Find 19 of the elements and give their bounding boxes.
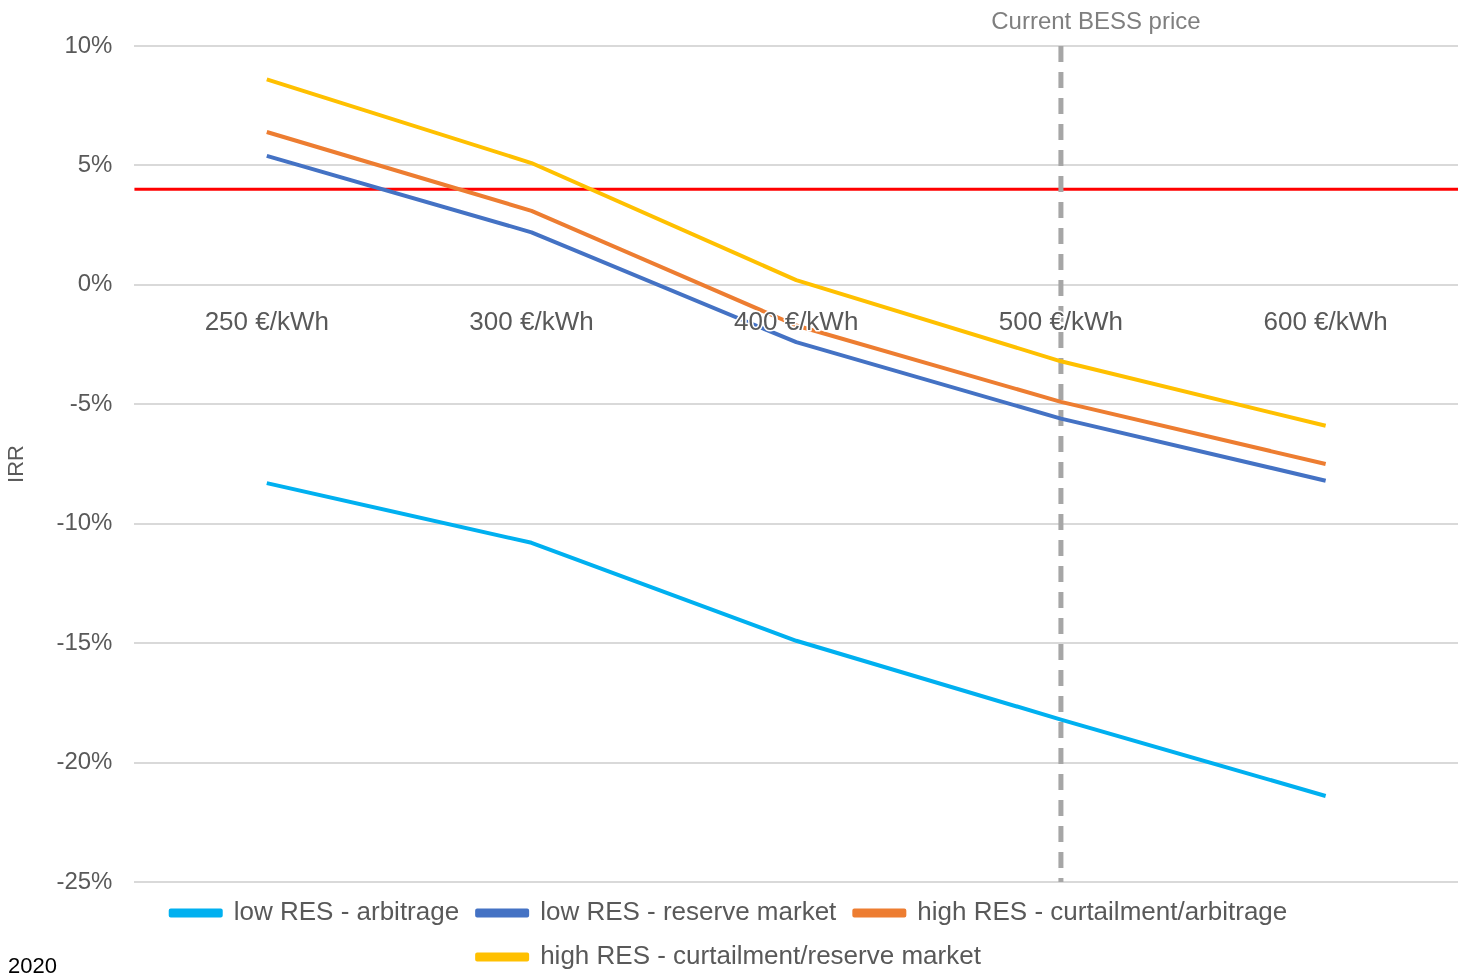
legend-label: high RES - curtailment/reserve market (540, 940, 982, 971)
x-tick-label: 600 €/kWh (1263, 306, 1388, 337)
legend-label: high RES - curtailment/arbitrage (917, 896, 1288, 927)
x-tick-label: 500 €/kWh (998, 306, 1124, 337)
ref-line-label: Current BESS price (991, 6, 1201, 34)
x-tick-label: 300 €/kWh (469, 306, 594, 337)
y-tick-label: -20% (56, 747, 113, 775)
legend-label: low RES - arbitrage (233, 896, 460, 927)
y-tick-label: -5% (69, 388, 113, 416)
y-tick-label: 10% (64, 30, 113, 58)
y-tick-label: -10% (56, 508, 113, 536)
y-tick-label: 5% (77, 150, 113, 178)
y-axis-title: IRR (3, 445, 29, 483)
text: 2020 (8, 953, 57, 979)
y-tick-label: 0% (77, 269, 113, 297)
y-tick-label: -15% (56, 627, 113, 655)
y-tick-label: -25% (56, 866, 113, 894)
legend-label: low RES - reserve market (540, 896, 838, 927)
x-tick-label: 250 €/kWh (204, 306, 329, 337)
